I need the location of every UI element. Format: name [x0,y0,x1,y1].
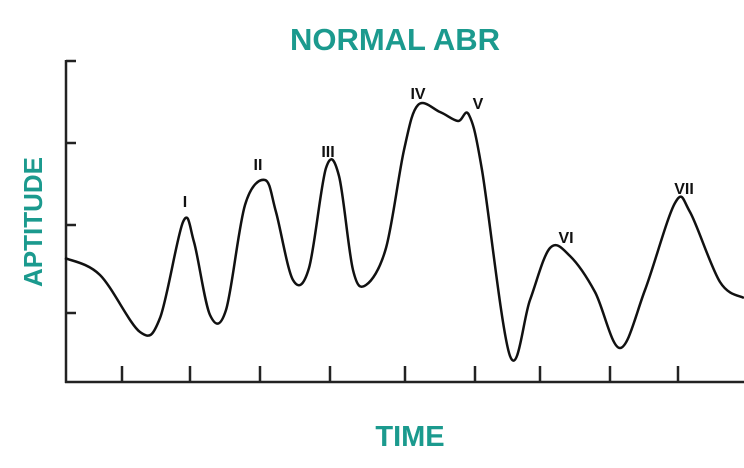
peak-label: VI [558,230,573,247]
title: NORMAL ABR [290,22,500,57]
peak-label: V [473,96,484,113]
y-axis-label: APTITUDE [18,157,48,287]
peak-label: II [254,157,263,174]
axes [64,59,744,384]
peak-label: III [321,144,334,161]
peak-label: VII [674,181,694,198]
peak-label: I [183,194,187,211]
x-axis-label: TIME [375,421,444,453]
waveform [64,101,744,362]
peak-label: IV [410,86,425,103]
